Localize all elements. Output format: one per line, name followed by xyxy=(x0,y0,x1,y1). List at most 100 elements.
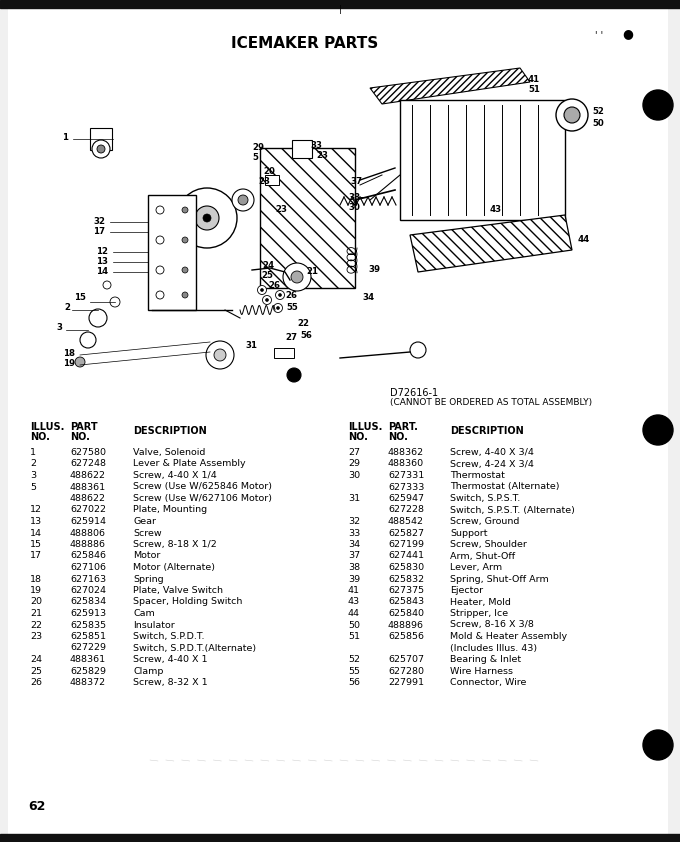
Text: 627106: 627106 xyxy=(70,563,106,572)
Text: Clamp: Clamp xyxy=(133,667,163,675)
Circle shape xyxy=(277,306,279,310)
Circle shape xyxy=(214,349,226,361)
Text: 627441: 627441 xyxy=(388,552,424,561)
Text: 62: 62 xyxy=(28,800,46,813)
Text: ICEMAKER PARTS: ICEMAKER PARTS xyxy=(231,36,379,51)
Text: Switch, S.P.S.T.: Switch, S.P.S.T. xyxy=(450,494,520,503)
Text: PART: PART xyxy=(70,422,98,432)
Text: 488896: 488896 xyxy=(388,621,424,630)
Text: 488360: 488360 xyxy=(388,460,424,468)
Text: 22: 22 xyxy=(297,318,309,328)
Circle shape xyxy=(182,207,188,213)
Text: Thermostat (Alternate): Thermostat (Alternate) xyxy=(450,482,560,492)
Text: PART.: PART. xyxy=(388,422,418,432)
Text: 26: 26 xyxy=(285,290,297,300)
Text: 5: 5 xyxy=(252,153,258,163)
Text: 625834: 625834 xyxy=(70,598,106,606)
Text: 2: 2 xyxy=(30,460,36,468)
Text: 625832: 625832 xyxy=(388,574,424,584)
Text: Screw, 4-40 X 1/4: Screw, 4-40 X 1/4 xyxy=(133,471,217,480)
Polygon shape xyxy=(410,215,572,272)
Text: Connector, Wire: Connector, Wire xyxy=(450,678,526,687)
Text: DESCRIPTION: DESCRIPTION xyxy=(450,426,524,436)
Text: 1: 1 xyxy=(30,448,36,457)
Text: Screw, 8-32 X 1: Screw, 8-32 X 1 xyxy=(133,678,207,687)
Text: 44: 44 xyxy=(348,609,360,618)
Text: 50: 50 xyxy=(348,621,360,630)
Circle shape xyxy=(347,197,357,207)
Circle shape xyxy=(182,292,188,298)
Text: 33: 33 xyxy=(348,529,360,537)
Circle shape xyxy=(92,140,110,158)
Text: 56: 56 xyxy=(300,332,312,340)
Text: NO.: NO. xyxy=(30,432,50,442)
Text: 488361: 488361 xyxy=(70,482,106,492)
Circle shape xyxy=(291,271,303,283)
Text: Thermostat: Thermostat xyxy=(450,471,505,480)
Text: Valve, Solenoid: Valve, Solenoid xyxy=(133,448,205,457)
Text: (CANNOT BE ORDERED AS TOTAL ASSEMBLY): (CANNOT BE ORDERED AS TOTAL ASSEMBLY) xyxy=(390,398,592,407)
Text: 12: 12 xyxy=(96,248,108,257)
Text: 30: 30 xyxy=(348,471,360,480)
Text: 627580: 627580 xyxy=(70,448,106,457)
Text: 50: 50 xyxy=(592,120,604,129)
Text: 627228: 627228 xyxy=(388,505,424,514)
Text: 21: 21 xyxy=(306,268,318,276)
Circle shape xyxy=(643,415,673,445)
Bar xyxy=(0,0,680,8)
Bar xyxy=(90,128,112,150)
Text: Screw (Use W/625846 Motor): Screw (Use W/625846 Motor) xyxy=(133,482,272,492)
Text: Screw, Shoulder: Screw, Shoulder xyxy=(450,540,527,549)
Text: 23: 23 xyxy=(258,177,270,185)
Text: Switch, S.P.D.T.: Switch, S.P.D.T. xyxy=(133,632,205,641)
Text: 625835: 625835 xyxy=(70,621,106,630)
Text: ILLUS.: ILLUS. xyxy=(30,422,65,432)
Text: Screw, 8-18 X 1/2: Screw, 8-18 X 1/2 xyxy=(133,540,217,549)
Text: 20: 20 xyxy=(30,598,42,606)
Text: 37: 37 xyxy=(350,178,362,186)
Text: 625914: 625914 xyxy=(70,517,106,526)
Text: 43: 43 xyxy=(348,598,360,606)
Text: 31: 31 xyxy=(245,340,257,349)
Text: 37: 37 xyxy=(348,552,360,561)
Circle shape xyxy=(156,206,164,214)
Text: 14: 14 xyxy=(96,268,108,276)
Text: 19: 19 xyxy=(30,586,42,595)
Circle shape xyxy=(643,90,673,120)
Text: 38—: 38— xyxy=(348,193,369,201)
Text: 625829: 625829 xyxy=(70,667,106,675)
Text: 22: 22 xyxy=(30,621,42,630)
Text: 625827: 625827 xyxy=(388,529,424,537)
Text: ' ': ' ' xyxy=(595,31,603,41)
Text: 43: 43 xyxy=(490,205,502,215)
Text: 625830: 625830 xyxy=(388,563,424,572)
Text: 41: 41 xyxy=(528,74,540,83)
Text: 32: 32 xyxy=(93,217,105,226)
Text: 32: 32 xyxy=(348,517,360,526)
Circle shape xyxy=(262,296,271,305)
Text: Motor: Motor xyxy=(133,552,160,561)
Text: 27: 27 xyxy=(348,448,360,457)
Text: 627280: 627280 xyxy=(388,667,424,675)
Polygon shape xyxy=(370,68,530,104)
Circle shape xyxy=(156,266,164,274)
Circle shape xyxy=(265,299,269,301)
Text: 19: 19 xyxy=(63,360,75,369)
Text: 38: 38 xyxy=(348,563,360,572)
Text: Screw, Ground: Screw, Ground xyxy=(450,517,520,526)
Text: 2: 2 xyxy=(64,303,70,312)
Text: Gear: Gear xyxy=(133,517,156,526)
Text: 488372: 488372 xyxy=(70,678,106,687)
Text: Screw, 4-24 X 3/4: Screw, 4-24 X 3/4 xyxy=(450,460,534,468)
Text: 625856: 625856 xyxy=(388,632,424,641)
Circle shape xyxy=(238,195,248,205)
Text: 227991: 227991 xyxy=(388,678,424,687)
Bar xyxy=(400,100,565,220)
Circle shape xyxy=(97,145,105,153)
Text: Support: Support xyxy=(450,529,488,537)
Circle shape xyxy=(75,357,85,367)
Text: 23: 23 xyxy=(30,632,42,641)
Text: Switch, S.P.D.T.(Alternate): Switch, S.P.D.T.(Alternate) xyxy=(133,643,256,653)
Text: Screw: Screw xyxy=(133,529,162,537)
Text: Heater, Mold: Heater, Mold xyxy=(450,598,511,606)
